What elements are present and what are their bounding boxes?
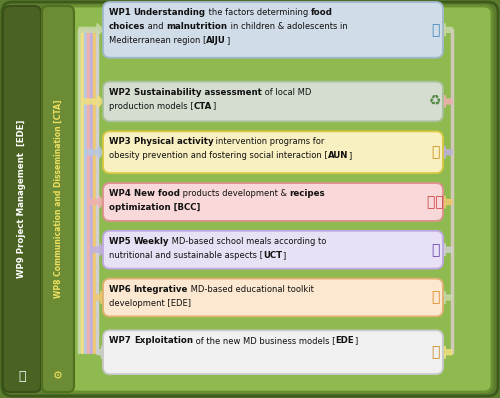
- Text: in children & adolescents in: in children & adolescents in: [228, 22, 347, 31]
- Text: WP3: WP3: [109, 137, 134, 146]
- Text: EDE: EDE: [336, 336, 354, 345]
- Text: Physical activity: Physical activity: [134, 137, 214, 146]
- Text: ]: ]: [348, 151, 352, 160]
- Polygon shape: [88, 196, 103, 208]
- Text: and: and: [146, 22, 167, 31]
- Text: AUN: AUN: [328, 151, 348, 160]
- Text: choices: choices: [109, 22, 146, 31]
- Polygon shape: [85, 146, 103, 158]
- Text: products development &: products development &: [180, 189, 290, 198]
- Text: of local MD: of local MD: [262, 88, 311, 97]
- Text: 💻: 💻: [431, 243, 439, 257]
- FancyBboxPatch shape: [103, 82, 443, 121]
- Text: Sustainability assessment: Sustainability assessment: [134, 88, 262, 97]
- Text: Exploitation: Exploitation: [134, 336, 193, 345]
- Text: the factors determining: the factors determining: [206, 8, 310, 17]
- Text: WP9 Project Management  [EDE]: WP9 Project Management [EDE]: [18, 120, 26, 278]
- Text: ♻: ♻: [429, 94, 442, 109]
- Text: UCT: UCT: [263, 251, 282, 260]
- Text: 🏃: 🏃: [431, 145, 439, 159]
- Text: CTA: CTA: [194, 101, 212, 111]
- Text: MD-based school meals according to: MD-based school meals according to: [169, 237, 326, 246]
- FancyBboxPatch shape: [103, 131, 443, 173]
- Text: ]: ]: [282, 251, 286, 260]
- Polygon shape: [97, 346, 103, 359]
- Text: WP8 Communication and Dissemination [CTA]: WP8 Communication and Dissemination [CTA…: [54, 100, 62, 298]
- Text: production models [: production models [: [109, 101, 194, 111]
- Polygon shape: [443, 291, 452, 304]
- FancyBboxPatch shape: [55, 6, 492, 392]
- Text: ]: ]: [226, 36, 230, 45]
- Text: Understanding: Understanding: [134, 8, 206, 17]
- Text: recipes: recipes: [290, 189, 325, 198]
- Text: WP6: WP6: [109, 285, 134, 294]
- Text: malnutrition: malnutrition: [166, 22, 228, 31]
- Text: optimization [BCC]: optimization [BCC]: [109, 203, 200, 212]
- FancyBboxPatch shape: [3, 6, 41, 392]
- Text: WP4: WP4: [109, 189, 134, 198]
- Text: Integrative: Integrative: [134, 285, 188, 294]
- Polygon shape: [443, 146, 452, 158]
- Text: WP5: WP5: [109, 237, 134, 246]
- Text: ⛤: ⛤: [18, 369, 26, 382]
- Text: nutritional and sustainable aspects [: nutritional and sustainable aspects [: [109, 251, 263, 260]
- Text: obesity prevention and fostering social interaction [: obesity prevention and fostering social …: [109, 151, 328, 160]
- Polygon shape: [443, 95, 452, 108]
- Polygon shape: [443, 23, 452, 36]
- Text: ⚙: ⚙: [53, 371, 63, 381]
- Text: New food: New food: [134, 189, 180, 198]
- Text: 📚: 📚: [431, 291, 439, 304]
- Polygon shape: [79, 23, 103, 36]
- FancyBboxPatch shape: [103, 330, 443, 374]
- FancyBboxPatch shape: [42, 6, 74, 392]
- Polygon shape: [443, 346, 452, 359]
- Text: Mediterranean region [: Mediterranean region [: [109, 36, 206, 45]
- FancyBboxPatch shape: [103, 279, 443, 316]
- Text: WP2: WP2: [109, 88, 134, 97]
- Text: of the new MD business models [: of the new MD business models [: [193, 336, 336, 345]
- Text: 👤: 👤: [431, 23, 439, 37]
- Text: AIJU: AIJU: [206, 36, 226, 45]
- Text: intervention programs for: intervention programs for: [214, 137, 325, 146]
- Text: development [EDE]: development [EDE]: [109, 298, 191, 308]
- Text: MD-based educational toolkit: MD-based educational toolkit: [188, 285, 314, 294]
- Polygon shape: [91, 244, 103, 256]
- FancyBboxPatch shape: [103, 183, 443, 221]
- Polygon shape: [82, 95, 103, 108]
- Text: ]: ]: [212, 101, 215, 111]
- Polygon shape: [443, 244, 452, 256]
- Text: Weekly: Weekly: [134, 237, 169, 246]
- Text: 👥: 👥: [431, 345, 439, 359]
- Text: food: food: [310, 8, 332, 17]
- Polygon shape: [443, 196, 452, 208]
- FancyBboxPatch shape: [103, 231, 443, 269]
- Text: WP1: WP1: [109, 8, 134, 17]
- Polygon shape: [94, 291, 103, 304]
- FancyBboxPatch shape: [103, 2, 443, 58]
- Text: WP7: WP7: [109, 336, 134, 345]
- Text: ]: ]: [354, 336, 357, 345]
- Text: 👨‍🍳: 👨‍🍳: [426, 195, 444, 209]
